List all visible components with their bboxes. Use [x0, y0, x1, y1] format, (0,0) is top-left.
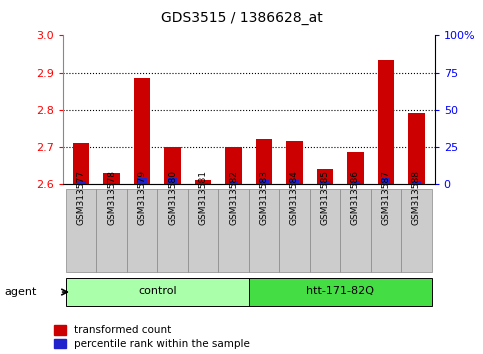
- Bar: [199, 183, 208, 184]
- Bar: [382, 178, 390, 184]
- Bar: [378, 59, 394, 184]
- Text: GSM313579: GSM313579: [138, 171, 146, 225]
- Bar: [347, 153, 364, 184]
- FancyBboxPatch shape: [279, 189, 310, 272]
- FancyBboxPatch shape: [249, 189, 279, 272]
- FancyBboxPatch shape: [401, 189, 432, 272]
- Bar: [286, 141, 303, 184]
- Text: agent: agent: [5, 287, 37, 297]
- FancyBboxPatch shape: [218, 189, 249, 272]
- Text: GSM313581: GSM313581: [199, 171, 208, 225]
- Bar: [229, 181, 238, 184]
- FancyBboxPatch shape: [66, 189, 96, 272]
- Bar: [195, 181, 212, 184]
- Text: GSM313577: GSM313577: [77, 171, 85, 225]
- Bar: [73, 143, 89, 184]
- Text: GSM313582: GSM313582: [229, 171, 238, 225]
- Text: GSM313578: GSM313578: [107, 171, 116, 225]
- FancyBboxPatch shape: [340, 189, 370, 272]
- Bar: [225, 147, 242, 184]
- FancyBboxPatch shape: [370, 189, 401, 272]
- FancyBboxPatch shape: [188, 189, 218, 272]
- Bar: [168, 178, 177, 184]
- FancyBboxPatch shape: [310, 189, 340, 272]
- Bar: [408, 114, 425, 184]
- Legend: transformed count, percentile rank within the sample: transformed count, percentile rank withi…: [54, 325, 250, 349]
- FancyBboxPatch shape: [249, 278, 432, 306]
- Bar: [107, 183, 116, 184]
- FancyBboxPatch shape: [66, 278, 249, 306]
- Bar: [351, 181, 360, 184]
- FancyBboxPatch shape: [96, 189, 127, 272]
- Text: GSM313583: GSM313583: [259, 171, 269, 225]
- Bar: [164, 147, 181, 184]
- FancyBboxPatch shape: [127, 189, 157, 272]
- Text: GSM313580: GSM313580: [168, 171, 177, 225]
- Text: GDS3515 / 1386628_at: GDS3515 / 1386628_at: [161, 11, 322, 25]
- Bar: [76, 181, 85, 184]
- Text: GSM313584: GSM313584: [290, 171, 299, 225]
- Bar: [134, 78, 150, 184]
- Text: htt-171-82Q: htt-171-82Q: [306, 286, 374, 296]
- Bar: [316, 169, 333, 184]
- Text: GSM313588: GSM313588: [412, 171, 421, 225]
- Text: GSM313585: GSM313585: [320, 171, 329, 225]
- Text: control: control: [138, 286, 177, 296]
- Bar: [412, 181, 421, 184]
- Bar: [103, 173, 120, 184]
- Bar: [138, 178, 147, 184]
- Bar: [290, 179, 299, 184]
- Bar: [256, 139, 272, 184]
- Bar: [320, 181, 329, 184]
- Bar: [259, 179, 269, 184]
- Text: GSM313586: GSM313586: [351, 171, 360, 225]
- FancyBboxPatch shape: [157, 189, 188, 272]
- Text: GSM313587: GSM313587: [382, 171, 390, 225]
